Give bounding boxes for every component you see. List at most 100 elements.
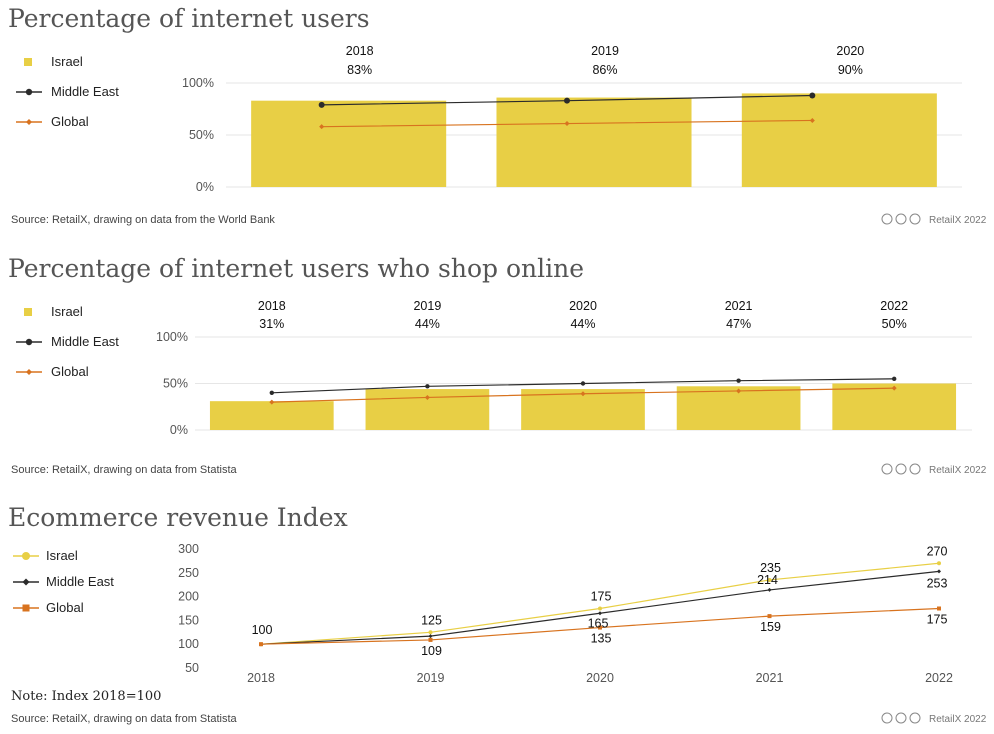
point-global-2021	[736, 388, 742, 394]
bar-value-label-2022: 50%	[882, 317, 907, 331]
source-text: Source: RetailX, drawing on data from St…	[11, 713, 237, 725]
bar-value-label-2020: 44%	[570, 317, 595, 331]
point-israel-2020	[598, 606, 602, 611]
category-label-2020: 2020	[569, 299, 597, 313]
credit-text: RetailX 2022	[929, 215, 987, 226]
y-tick-label: 50%	[163, 377, 188, 391]
point-global-2018	[319, 124, 325, 130]
category-label-2019: 2019	[413, 299, 441, 313]
legend: Israel Middle East Global	[13, 548, 114, 615]
point-global-2020	[809, 117, 815, 123]
y-tick-label: 300	[178, 542, 199, 556]
point-middle-east-2022	[892, 376, 897, 382]
source-text: Source: RetailX, drawing on data from St…	[11, 464, 237, 476]
bar-value-label-2018: 83%	[347, 63, 372, 77]
bar-value-label-2019: 86%	[592, 63, 617, 77]
point-middle-east-2018	[318, 101, 325, 108]
data-label-middle-east-2022: 253	[927, 576, 948, 590]
legend-label-middle-east: Middle East	[51, 84, 119, 99]
credit-text: RetailX 2022	[929, 714, 987, 725]
point-middle-east-2021	[767, 587, 772, 592]
chart-ecommerce-index: Ecommerce revenue Index Israel Middle Eas…	[8, 503, 987, 725]
bar-value-label-2021: 47%	[726, 317, 751, 331]
point-global-2018	[259, 642, 263, 647]
cc-license-icon	[881, 712, 921, 724]
data-label-israel-2020: 175	[591, 590, 612, 604]
point-global-2020	[580, 391, 586, 397]
source-text: Source: RetailX, drawing on data from th…	[11, 214, 275, 226]
point-israel-2021	[767, 577, 772, 582]
data-label-israel-2019: 125	[421, 613, 442, 627]
y-tick-label: 200	[178, 590, 199, 604]
legend-label-middle-east: Middle East	[46, 574, 114, 589]
bar-value-label-2018: 31%	[259, 317, 284, 331]
bar-value-label-2019: 44%	[415, 317, 440, 331]
point-middle-east-2020	[809, 92, 816, 99]
y-tick-label: 0%	[170, 423, 188, 437]
legend-label-global: Global	[51, 364, 89, 379]
data-label-israel-2021: 235	[760, 561, 781, 575]
point-middle-east-2020	[580, 381, 586, 386]
legend-marker-global	[26, 119, 32, 125]
plot-area: 0% 50% 100% 2018 31% 2019 44% 2020 44% 2021 47% 202…	[156, 299, 972, 437]
point-middle-east-2022	[937, 569, 941, 574]
data-label-global-2020: 135	[591, 632, 612, 646]
data-label-global-2022: 175	[927, 613, 948, 627]
point-global-2019	[424, 394, 430, 400]
chart-title: Percentage of internet users who shop on…	[8, 254, 584, 283]
x-tick-label-2020: 2020	[586, 671, 614, 685]
category-label-2020: 2020	[836, 44, 864, 58]
y-tick-label: 100%	[182, 76, 214, 90]
point-middle-east-2018	[269, 390, 274, 395]
credit-text: RetailX 2022	[929, 465, 987, 476]
point-global-2018	[269, 399, 275, 405]
chart-internet-users: Percentage of internet users Israel Middl…	[8, 4, 987, 226]
cc-license-icon	[881, 463, 921, 475]
data-label-israel-2022: 270	[927, 544, 948, 558]
category-label-2021: 2021	[725, 299, 753, 313]
legend-label-middle-east: Middle East	[51, 334, 119, 349]
category-label-2022: 2022	[880, 299, 908, 313]
bar-israel-2018	[251, 100, 447, 187]
legend-label-israel: Israel	[51, 304, 83, 319]
bar-israel-2022	[832, 383, 957, 430]
legend-marker-israel	[22, 552, 30, 560]
legend-swatch-israel	[24, 308, 32, 316]
point-global-2019	[428, 637, 433, 642]
plot-area: 0% 50% 100% 2018 83% 2019 86% 2020 90%	[182, 44, 962, 194]
point-middle-east-2019	[428, 634, 433, 639]
chart-title: Ecommerce revenue Index	[8, 503, 348, 532]
legend: Israel Middle East Global	[16, 54, 119, 129]
point-middle-east-2019	[425, 384, 430, 389]
point-middle-east-2021	[736, 378, 741, 383]
y-tick-label: 100	[178, 637, 199, 651]
legend-marker-middle-east	[25, 88, 33, 96]
y-tick-label: 100%	[156, 330, 188, 344]
data-label-middle-east-2020: 165	[588, 616, 609, 630]
x-tick-label-2018: 2018	[247, 671, 275, 685]
note-text: Note: Index 2018=100	[11, 689, 161, 704]
point-global-2019	[564, 121, 570, 127]
y-tick-label: 50	[185, 661, 199, 675]
data-label-middle-east-2021: 214	[757, 573, 778, 587]
data-label-israel-2018: 100	[252, 623, 273, 637]
legend-marker-middle-east	[25, 338, 33, 346]
point-global-2022	[891, 385, 897, 391]
bar-israel-2018	[209, 401, 334, 430]
chart-online-shoppers: Percentage of internet users who shop on…	[8, 254, 987, 476]
x-tick-label-2022: 2022	[925, 671, 953, 685]
legend-label-israel: Israel	[51, 54, 83, 69]
x-tick-label-2019: 2019	[417, 671, 445, 685]
bar-value-label-2020: 90%	[838, 63, 863, 77]
bar-israel-2019	[496, 97, 692, 187]
chart-title: Percentage of internet users	[8, 4, 370, 33]
legend-swatch-israel	[24, 58, 32, 66]
data-label-global-2021: 159	[760, 620, 781, 634]
y-tick-label: 150	[178, 613, 199, 627]
y-tick-label: 250	[178, 566, 199, 580]
y-tick-label: 0%	[196, 180, 214, 194]
legend-marker-middle-east	[22, 578, 30, 586]
bar-israel-2020	[741, 93, 937, 187]
legend-marker-global	[22, 604, 30, 612]
legend-label-global: Global	[51, 114, 89, 129]
